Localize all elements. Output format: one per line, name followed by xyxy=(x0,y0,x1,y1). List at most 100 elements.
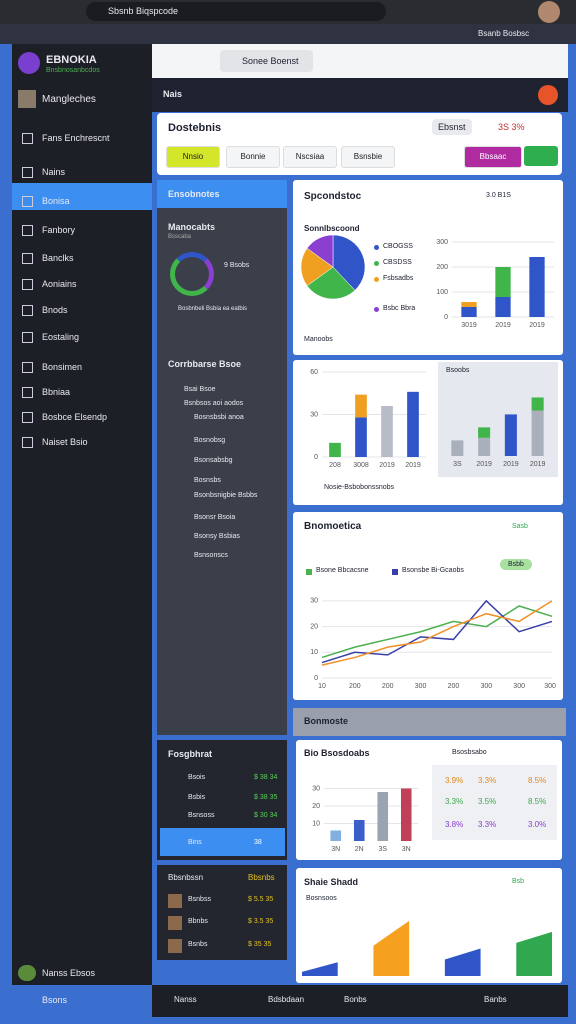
notify[interactable] xyxy=(538,85,558,105)
nav-item[interactable]: Naiset Bsio xyxy=(42,437,88,447)
bar xyxy=(461,307,477,317)
area-title: Shaie Shadd xyxy=(304,877,359,887)
toggle[interactable]: Bsbb xyxy=(500,559,532,570)
area xyxy=(444,948,481,976)
tree-item[interactable]: Bsonbsnigbie Bsbbs xyxy=(194,492,258,499)
legend-swatch xyxy=(392,569,398,575)
nav-item[interactable]: Nains xyxy=(42,167,66,177)
section-bar xyxy=(293,708,566,736)
tree-item[interactable]: Bsonsy Bsbias xyxy=(194,533,240,540)
tree-item[interactable]: Bsonsabsbg xyxy=(194,457,233,464)
y-tick-label: 200 xyxy=(436,264,448,271)
area-caption: Bosnsoos xyxy=(306,895,337,902)
search-tab[interactable] xyxy=(220,50,313,72)
line xyxy=(321,600,553,666)
nav-icon xyxy=(22,305,33,316)
nav-item[interactable]: Banclks xyxy=(42,253,74,263)
nav-icon xyxy=(22,225,33,236)
x-tick-label: 208 xyxy=(329,462,341,469)
nav-icon xyxy=(22,412,33,423)
button[interactable]: Bbsaac xyxy=(464,146,522,168)
pie-chart xyxy=(300,234,366,300)
url[interactable]: Sbsnb Biqspcode xyxy=(108,6,179,16)
button[interactable]: Nnsio xyxy=(166,146,220,168)
nav-icon xyxy=(22,362,33,373)
list-label[interactable]: Bsnbs xyxy=(188,941,208,948)
green-button[interactable] xyxy=(524,146,558,166)
feed-title: Fosgbhrat xyxy=(168,749,212,759)
panel-sub-caption: Bsscaba xyxy=(168,234,192,240)
url-box[interactable] xyxy=(86,2,386,21)
nav-item[interactable]: Bnods xyxy=(42,305,68,315)
x-tick-label: 2019 xyxy=(405,462,421,469)
nav-item[interactable]: Bbniaa xyxy=(42,387,71,397)
button[interactable]: Bsnsbie xyxy=(341,146,395,168)
panel-title[interactable]: Ensobnotes xyxy=(168,189,220,199)
table-cell: 8.5% xyxy=(528,797,547,806)
tab-title[interactable]: Sonee Boenst xyxy=(242,56,299,66)
x-tick-label: 200 xyxy=(349,683,361,690)
x-tick-label: 2019 xyxy=(529,322,545,329)
bar xyxy=(478,427,491,438)
bar xyxy=(478,437,491,456)
nav-item[interactable]: Bonsimen xyxy=(42,362,83,372)
y-tick-label: 300 xyxy=(436,239,448,246)
tree-item[interactable]: Bsnbsos aoi aodos xyxy=(184,400,244,407)
list-value: $ 3.5 35 xyxy=(248,918,274,925)
nav-item[interactable]: Aoniains xyxy=(42,279,77,289)
nav-item[interactable]: Fanbory xyxy=(42,225,76,235)
pie-subtitle: Manoobs xyxy=(304,336,333,343)
y-tick-label: 100 xyxy=(436,289,448,296)
feed-label[interactable]: Bins xyxy=(188,839,202,846)
nav-item[interactable]: Bonisa xyxy=(42,196,70,206)
y-tick-label: 0 xyxy=(314,675,318,682)
header-title: Nais xyxy=(163,89,183,99)
nav-item[interactable]: Fans Enchrescnt xyxy=(42,133,110,143)
tree-item[interactable]: Bosnsbsbi anoa xyxy=(194,414,244,421)
y-tick-label: 10 xyxy=(312,820,320,827)
tree-item[interactable]: Bsnsonscs xyxy=(194,552,228,559)
tree-item[interactable]: Bsai Bsoe xyxy=(184,386,216,393)
nav-icon xyxy=(22,437,33,448)
y-tick-label: 30 xyxy=(310,411,318,418)
feed-label[interactable]: Bsbis xyxy=(188,794,206,801)
donut xyxy=(170,252,214,296)
footer-item[interactable]: Bsons xyxy=(42,995,68,1005)
list-label[interactable]: Bsnbss xyxy=(188,896,211,903)
nav-item[interactable]: Bosbce Elsendp xyxy=(42,412,108,422)
table-cell: 3.5% xyxy=(478,797,497,806)
nav-item[interactable]: Eostaling xyxy=(42,332,80,342)
toolbar-badge[interactable]: Ebsnst xyxy=(432,119,472,135)
bottom-bar xyxy=(152,985,568,1017)
table-cell: 3.8% xyxy=(445,820,464,829)
feed-label[interactable]: Bsnsoss xyxy=(188,812,215,819)
y-tick-label: 0 xyxy=(314,454,318,461)
bio-table xyxy=(432,765,557,840)
legend-swatch xyxy=(374,277,379,282)
feed-active[interactable] xyxy=(160,828,285,856)
tree-item[interactable]: Bosnsbs xyxy=(194,477,221,484)
section-title: Bonmoste xyxy=(304,716,349,726)
bottom-item[interactable]: Bonbs xyxy=(344,995,367,1004)
nav-icon xyxy=(22,133,33,144)
button[interactable]: Bonnie xyxy=(226,146,280,168)
legend-label: CBOGSS xyxy=(383,243,413,250)
feed-label[interactable]: Bsois xyxy=(188,774,206,781)
tree-item[interactable]: Bosnobsg xyxy=(194,437,226,444)
list-label[interactable]: Bbnbs xyxy=(188,918,208,925)
bottom-item[interactable]: Banbs xyxy=(484,995,507,1004)
x-tick-label: 300 xyxy=(513,683,525,690)
card-caption: Nosie-Bsbobonssnobs xyxy=(324,484,395,491)
user-name[interactable]: Mangleches xyxy=(42,94,96,105)
tree-item[interactable]: Bsonsr Bsoia xyxy=(194,514,236,521)
panel-header xyxy=(157,180,287,208)
bottom-item[interactable]: Nanss xyxy=(174,995,197,1004)
avatar[interactable] xyxy=(538,1,560,23)
nav-active[interactable] xyxy=(12,183,152,210)
bottom-item[interactable]: Bdsbdaan xyxy=(268,995,305,1004)
button[interactable]: Nscsiaa xyxy=(283,146,337,168)
legend-swatch xyxy=(306,569,312,575)
x-tick-label: 3019 xyxy=(461,322,477,329)
footer-user[interactable]: Nanss Ebsos xyxy=(42,968,96,978)
